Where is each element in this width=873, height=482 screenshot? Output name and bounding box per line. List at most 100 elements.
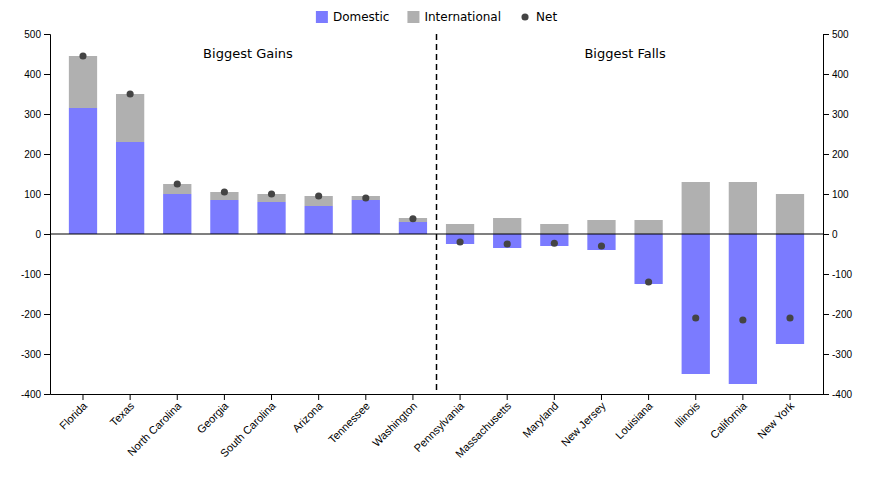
y-axis-tick-label: 500 (24, 29, 41, 40)
y-axis-tick-label: 200 (24, 149, 41, 160)
y2-axis-tick-mark (823, 34, 829, 35)
x-tick: Georgia (194, 394, 231, 436)
bar (729, 182, 757, 234)
y2-axis-tick-mark (823, 274, 829, 275)
x-tick-label: New York (755, 399, 797, 441)
net-dot (456, 238, 463, 245)
x-tick-label: California (708, 399, 750, 441)
y2-axis-tick: -400 (823, 389, 852, 400)
y-axis-tick-label: -400 (21, 389, 41, 400)
y-axis-tick-mark (44, 34, 50, 35)
y2-axis-tick-label: -400 (832, 389, 852, 400)
y2-axis: -400-300-200-1000100200300400500 (823, 29, 852, 400)
y-axis-tick-mark (44, 234, 50, 235)
y-axis-tick: 100 (24, 189, 50, 200)
bar (305, 206, 333, 234)
bar (69, 56, 97, 108)
y-axis-tick-label: -100 (21, 269, 41, 280)
x-tick-mark (648, 394, 649, 400)
y2-axis-tick: 100 (823, 189, 849, 200)
bar (352, 200, 380, 234)
x-tick-mark (790, 394, 791, 400)
y-axis-tick-mark (44, 394, 50, 395)
x-tick-label: Maryland (520, 400, 560, 440)
legend-swatch (316, 11, 328, 23)
y-axis-tick: -200 (21, 309, 50, 320)
bar (776, 234, 804, 344)
y2-axis-tick: 500 (823, 29, 849, 40)
legend-item: Domestic (316, 10, 390, 24)
y-axis-tick: 300 (24, 109, 50, 120)
bar (540, 224, 568, 234)
bar (682, 234, 710, 374)
y-axis-tick-label: 0 (35, 229, 41, 240)
y-axis-tick: -100 (21, 269, 50, 280)
net-dot (79, 52, 86, 59)
x-tick-label: Georgia (194, 399, 231, 436)
legend-swatch (407, 11, 419, 23)
legend-label: Domestic (333, 10, 390, 24)
bar (116, 142, 144, 234)
bar (776, 194, 804, 234)
net-dot (551, 240, 558, 247)
bar (257, 202, 285, 234)
y2-axis-tick-mark (823, 154, 829, 155)
y2-axis-tick-mark (823, 234, 829, 235)
net-dot (409, 215, 416, 222)
divider (436, 34, 438, 394)
x-tick-mark (742, 394, 743, 400)
x-tick-label: North Carolina (125, 399, 184, 458)
y-axis-tick-mark (44, 314, 50, 315)
y2-axis-tick-label: 300 (832, 109, 849, 120)
x-tick-label: Arizona (290, 399, 325, 434)
y2-axis-tick-mark (823, 114, 829, 115)
bar (210, 200, 238, 234)
x-tick: Illinois (672, 394, 702, 430)
dot-series (79, 52, 793, 323)
bar (69, 108, 97, 234)
x-tick-mark (365, 394, 366, 400)
x-tick-mark (224, 394, 225, 400)
y2-axis-tick: 0 (823, 229, 838, 240)
y2-axis-tick-label: 500 (832, 29, 849, 40)
y-axis-tick: -400 (21, 389, 50, 400)
bar (493, 218, 521, 234)
net-dot (598, 242, 605, 249)
y-axis-tick-mark (44, 194, 50, 195)
y2-axis-tick: 300 (823, 109, 849, 120)
net-dot (127, 90, 134, 97)
y2-axis-tick-mark (823, 194, 829, 195)
x-tick: Massachusetts (453, 394, 514, 460)
y-axis-line (44, 35, 51, 395)
x-tick-label: Tennessee (326, 400, 372, 446)
y2-axis-tick-mark (823, 314, 829, 315)
x-tick: South Carolina (218, 394, 279, 459)
x-tick-mark (177, 394, 178, 400)
bar (634, 220, 662, 234)
bar (163, 194, 191, 234)
x-tick: Washington (370, 394, 419, 449)
bar (446, 224, 474, 234)
y-axis-tick-mark (44, 354, 50, 355)
x-tick: Maryland (520, 394, 560, 440)
y-axis-tick: 400 (24, 69, 50, 80)
y-axis-tick-mark (44, 74, 50, 75)
y2-axis-tick-mark (823, 354, 829, 355)
net-dot (692, 314, 699, 321)
y2-axis-tick-label: 400 (832, 69, 849, 80)
y2-axis-tick-label: 100 (832, 189, 849, 200)
x-tick-mark (554, 394, 555, 400)
x-tick-mark (695, 394, 696, 400)
y-axis: -400 -300 -200 -100 0 100 200 300 400 500 (21, 29, 51, 400)
plot: FloridaTexasNorth CarolinaGeorgiaSouth C… (21, 29, 852, 460)
x-tick-mark (318, 394, 319, 400)
x-tick: California (708, 394, 750, 441)
net-dot (504, 240, 511, 247)
bar (729, 234, 757, 384)
y-axis-tick-label: -300 (21, 349, 41, 360)
bar (587, 220, 615, 234)
y-axis-tick-label: 300 (24, 109, 41, 120)
annotation: Biggest Gains (203, 46, 293, 61)
x-tick-mark (507, 394, 508, 400)
x-tick-mark (130, 394, 131, 400)
